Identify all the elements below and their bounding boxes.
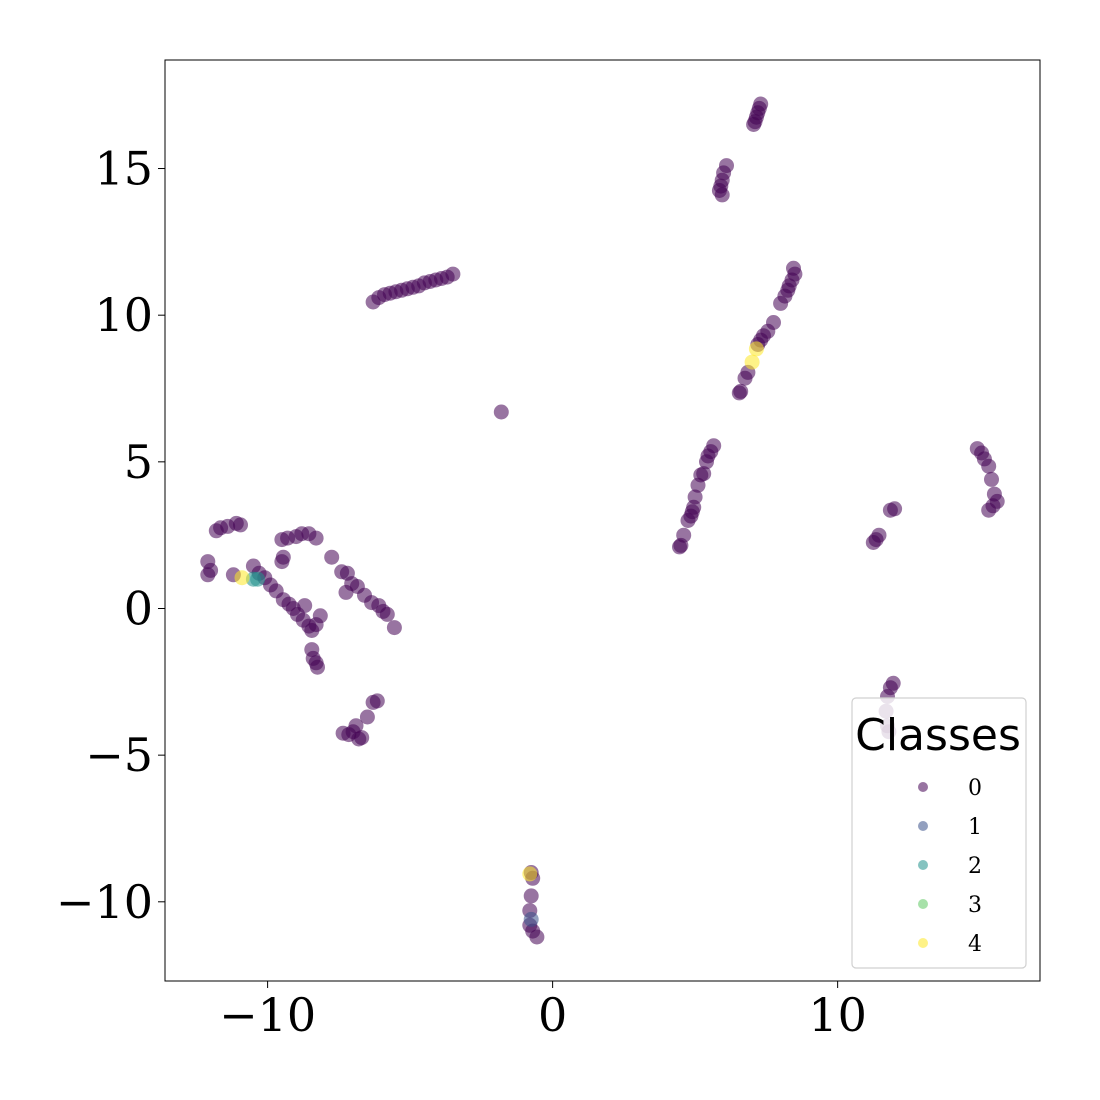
x-tick-label: 10: [808, 988, 867, 1042]
data-point-class-0: [981, 458, 997, 474]
data-point-class-0: [312, 608, 328, 624]
data-point-class-0: [310, 659, 325, 675]
data-point-class-0: [737, 370, 753, 386]
data-point-class-0: [865, 535, 881, 550]
data-point-class-4: [234, 570, 250, 586]
data-point-class-4: [744, 354, 760, 370]
data-point-class-1: [523, 911, 539, 927]
data-point-class-0: [746, 117, 762, 132]
data-point-class-0: [324, 549, 340, 565]
legend-label-class-4: 4: [968, 932, 982, 957]
data-point-class-4: [522, 866, 538, 882]
data-point-class-0: [773, 295, 789, 311]
data-point-class-0: [297, 598, 313, 614]
legend-label-class-1: 1: [968, 815, 982, 840]
legend: Classes 0 1 2 3 4: [851, 697, 1027, 969]
data-point-class-0: [386, 620, 402, 636]
data-point-class-2: [250, 571, 266, 587]
data-point-class-0: [379, 606, 395, 622]
y-tick-label: 0: [124, 581, 153, 635]
plot-frame: [164, 59, 1041, 982]
data-point-class-0: [882, 502, 898, 518]
data-point-class-4: [748, 341, 764, 357]
data-point-class-0: [680, 513, 696, 528]
data-point-class-0: [984, 471, 999, 487]
legend-marker-class-3: [918, 899, 928, 909]
data-point-class-0: [308, 530, 324, 546]
x-tick-label: 0: [538, 988, 567, 1042]
data-point-class-0: [699, 454, 714, 470]
legend-label-class-3: 3: [968, 893, 982, 918]
y-tick-label: 10: [94, 288, 153, 342]
legend-label-class-2: 2: [968, 854, 982, 879]
data-point-class-0: [338, 584, 354, 600]
data-point-class-0: [354, 730, 370, 746]
data-point-class-0: [233, 517, 248, 533]
data-point-class-0: [523, 888, 539, 904]
data-point-class-0: [348, 718, 364, 734]
data-points: [200, 96, 1005, 945]
legend-box: [851, 697, 1027, 969]
y-tick-label: −5: [85, 728, 153, 782]
legend-marker-class-0: [918, 782, 928, 792]
data-point-class-0: [672, 539, 687, 555]
data-point-class-0: [274, 554, 290, 570]
legend-marker-class-1: [918, 821, 928, 831]
data-point-class-0: [365, 294, 381, 310]
axis-ticks: −10 0 10 −10 −5 0 5 10 15: [56, 142, 867, 1042]
legend-label-class-0: 0: [968, 776, 982, 801]
y-tick-label: 15: [94, 142, 153, 196]
data-point-class-0: [690, 477, 706, 493]
data-point-class-0: [200, 567, 216, 583]
legend-marker-class-2: [918, 860, 928, 870]
legend-title: Classes: [855, 710, 1021, 761]
data-point-class-0: [493, 404, 509, 420]
data-point-class-0: [369, 693, 385, 709]
data-point-class-0: [359, 709, 375, 725]
data-point-class-0: [731, 385, 747, 401]
data-point-class-0: [981, 502, 997, 518]
data-point-class-0: [714, 187, 730, 203]
y-tick-label: 5: [124, 435, 153, 489]
x-tick-label: −10: [219, 988, 316, 1042]
legend-marker-class-4: [918, 938, 928, 948]
data-point-class-0: [529, 929, 545, 945]
y-tick-label: −10: [56, 875, 153, 929]
